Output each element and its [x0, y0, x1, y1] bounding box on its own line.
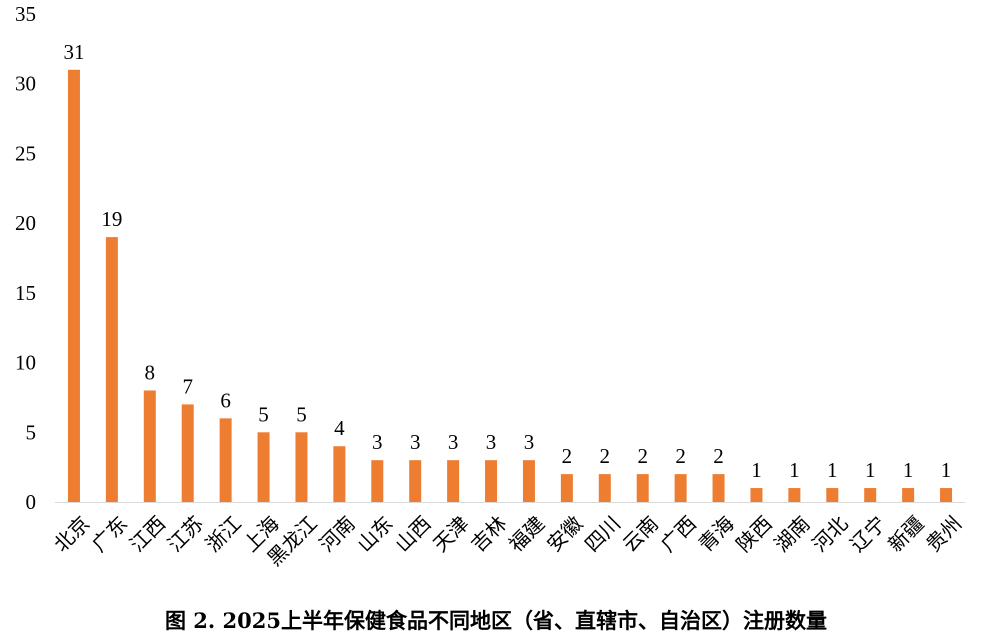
bar [67, 69, 80, 503]
data-labels: 31 19 8 7 6 5 5 4 3 3 3 3 3 2 2 2 2 2 1 1 1 1 1 1 [63, 40, 951, 482]
data-label: 19 [101, 207, 122, 231]
data-label: 1 [941, 458, 952, 482]
x-category-label: 安徽 [542, 511, 587, 556]
data-label: 7 [182, 374, 193, 398]
x-category-label: 北京 [49, 511, 94, 556]
bar [371, 460, 384, 502]
data-label: 3 [448, 430, 459, 454]
x-category-label: 贵州 [921, 511, 966, 556]
data-label: 31 [63, 40, 84, 64]
data-label: 2 [713, 444, 724, 468]
y-tick-label: 10 [15, 351, 36, 375]
bar [560, 474, 573, 502]
bars [67, 69, 953, 503]
data-label: 5 [258, 402, 269, 426]
x-category-label: 山西 [390, 511, 435, 556]
bar [105, 237, 118, 503]
y-tick-label: 0 [26, 490, 37, 514]
x-category-label: 四川 [580, 511, 625, 556]
data-label: 6 [220, 388, 231, 412]
x-category-label: 辽宁 [845, 511, 890, 556]
data-label: 2 [675, 444, 686, 468]
bar [598, 474, 611, 502]
y-tick-label: 20 [15, 211, 36, 235]
data-label: 3 [372, 430, 383, 454]
x-category-label: 吉林 [466, 511, 511, 556]
x-category-label: 湖南 [769, 511, 814, 556]
y-axis: 0 5 10 15 20 25 30 35 [15, 2, 36, 514]
data-label: 2 [637, 444, 648, 468]
bar [219, 418, 232, 502]
x-axis-labels: 北京广东江西江苏浙江上海黑龙江河南山东山西天津吉林福建安徽四川云南广西青海陕西湖… [49, 511, 966, 570]
x-category-label: 天津 [428, 511, 473, 556]
x-category-label: 云南 [618, 511, 663, 556]
chart-caption: 图 2. 2025上半年保健食品不同地区（省、直辖市、自治区）注册数量 [165, 608, 827, 633]
data-label: 3 [486, 430, 497, 454]
data-label: 1 [751, 458, 762, 482]
y-tick-label: 25 [15, 141, 36, 165]
bar [409, 460, 422, 502]
x-category-label: 河南 [314, 511, 359, 556]
data-label: 2 [562, 444, 573, 468]
x-category-label: 新疆 [883, 511, 928, 556]
bar [750, 488, 763, 502]
bar [902, 488, 915, 502]
x-category-label: 山东 [352, 511, 397, 556]
bar [636, 474, 649, 502]
bar [522, 460, 535, 502]
bar [181, 404, 194, 502]
data-label: 5 [296, 402, 307, 426]
bar-chart: 0 5 10 15 20 25 30 35 31 19 8 7 6 5 5 4 3 3 3 3 3 2 2 2 2 2 1 1 1 1 1… [15, 2, 966, 571]
y-tick-label: 15 [15, 281, 36, 305]
x-category-label: 河北 [807, 511, 852, 556]
bar [333, 446, 346, 502]
data-label: 4 [334, 416, 345, 440]
bar [940, 488, 953, 502]
x-category-label: 江西 [125, 511, 170, 556]
bar [485, 460, 498, 502]
data-label: 3 [524, 430, 535, 454]
data-label: 1 [865, 458, 876, 482]
x-category-label: 浙江 [201, 511, 246, 556]
data-label: 1 [789, 458, 800, 482]
data-label: 1 [903, 458, 914, 482]
bar [864, 488, 877, 502]
data-label: 1 [827, 458, 838, 482]
x-category-label: 江苏 [163, 511, 208, 556]
bar [712, 474, 725, 502]
y-tick-label: 5 [26, 420, 37, 444]
x-category-label: 广东 [87, 511, 132, 556]
y-tick-label: 30 [15, 72, 36, 96]
bar [788, 488, 801, 502]
x-category-label: 青海 [694, 511, 739, 556]
data-label: 3 [410, 430, 421, 454]
bar [447, 460, 460, 502]
bar [674, 474, 687, 502]
y-tick-label: 35 [15, 2, 36, 26]
bar [257, 432, 270, 502]
data-label: 8 [145, 360, 156, 384]
x-category-label: 广西 [656, 511, 701, 556]
x-category-label: 陕西 [731, 511, 776, 556]
x-category-label: 福建 [504, 511, 549, 556]
bar [826, 488, 839, 502]
bar [143, 390, 156, 502]
bar [295, 432, 308, 502]
data-label: 2 [600, 444, 611, 468]
